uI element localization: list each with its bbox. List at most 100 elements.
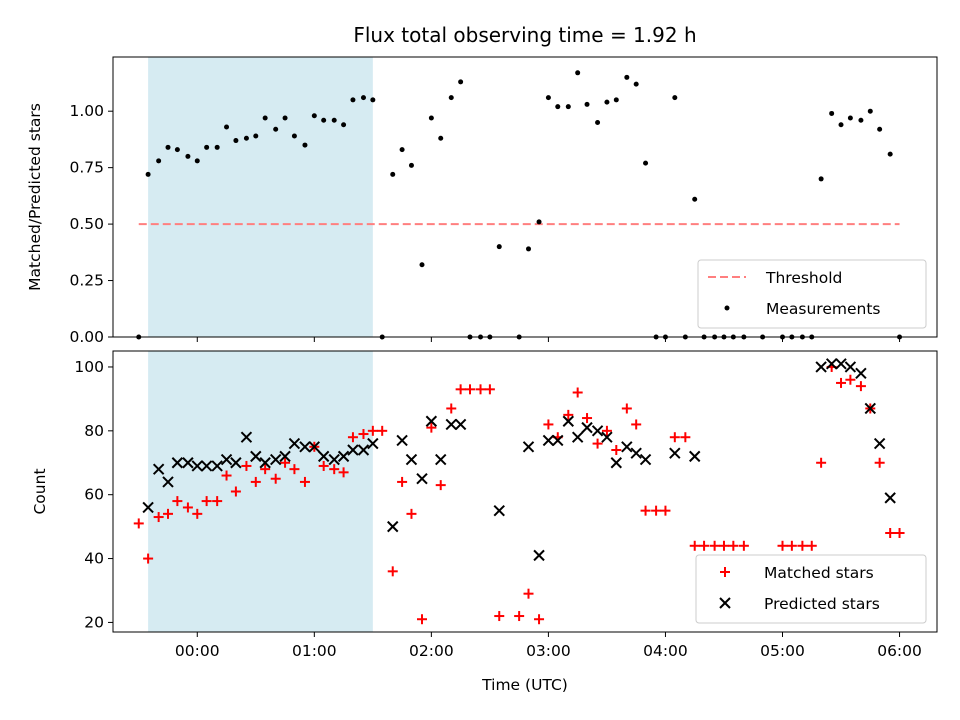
y-tick-label: 0.75 <box>69 159 104 177</box>
measurement-point <box>185 153 191 159</box>
matched-star-point <box>534 614 545 625</box>
measurement-point <box>291 133 297 139</box>
measurement-point <box>633 81 639 87</box>
ratio-panel: 0.00 0.25 0.50 0.75 1.00 Matched/Predicted s… <box>26 56 938 346</box>
matched-star-point <box>582 413 593 424</box>
y-tick-label: 0.00 <box>69 328 104 346</box>
matched-star-point <box>738 540 749 551</box>
measurements-points <box>136 70 903 340</box>
x-tick-label: 06:00 <box>877 642 922 660</box>
measurement-point <box>224 124 230 130</box>
measurement-point <box>818 176 824 182</box>
predicted-star-point <box>347 444 359 456</box>
measurement-point <box>174 147 180 153</box>
x-tick-label: 00:00 <box>175 642 220 660</box>
y-tick-label: 0.50 <box>69 215 104 233</box>
predicted-star-point <box>387 520 399 533</box>
matched-star-point <box>377 425 388 436</box>
matched-star-point <box>777 540 788 551</box>
measurement-point <box>331 117 337 123</box>
legend-threshold-label: Threshold <box>765 269 842 287</box>
matched-star-point <box>280 457 291 468</box>
predicted-star-point <box>396 434 408 447</box>
matched-star-point <box>201 496 212 507</box>
measurement-point <box>243 135 249 141</box>
predicted-star-point <box>522 441 535 453</box>
count-panel-y-ticks: 20 40 60 80 100 <box>74 358 113 631</box>
predicted-star-point <box>855 367 867 380</box>
ratio-panel-x-ticks <box>196 337 901 342</box>
matched-star-point <box>592 438 603 449</box>
predicted-star-point <box>815 361 827 373</box>
measurement-point <box>877 126 883 132</box>
measurement-point <box>273 126 279 132</box>
matched-star-point <box>855 381 866 392</box>
matched-star-point <box>143 553 154 564</box>
measurement-point <box>360 95 366 101</box>
matched-star-point <box>660 505 671 516</box>
measurement-point <box>448 95 454 101</box>
predicted-star-point <box>552 434 564 447</box>
matched-star-point <box>406 508 417 519</box>
matched-star-point <box>651 505 662 516</box>
predicted-star-point <box>825 358 838 370</box>
predicted-star-point <box>211 460 223 472</box>
matched-star-point <box>572 387 583 398</box>
measurement-point <box>526 246 532 252</box>
predicted-star-point <box>425 415 438 427</box>
predicted-star-point <box>337 450 350 463</box>
measurement-point <box>867 108 873 114</box>
matched-star-point <box>611 444 622 455</box>
predicted-star-point <box>142 501 154 514</box>
measurement-point <box>458 79 464 85</box>
matched-star-point <box>894 528 905 539</box>
legend-measurements-label: Measurements <box>766 300 881 318</box>
predicted-star-point <box>844 361 857 373</box>
measurement-point <box>390 171 396 177</box>
count-panel: 20 40 60 80 100 00:00 01:00 02:00 03:00 04:00 05:… <box>31 350 938 694</box>
matched-star-point <box>192 508 203 519</box>
measurement-point <box>399 147 405 153</box>
measurement-point <box>887 151 893 157</box>
matched-star-point <box>221 470 232 481</box>
measurement-point <box>496 244 502 250</box>
measurement-point <box>565 104 571 110</box>
predicted-stars-points <box>142 358 896 562</box>
predicted-star-point <box>162 476 174 488</box>
matched-star-point <box>329 464 340 475</box>
matched-star-point <box>455 384 466 395</box>
matched-star-point <box>806 540 817 551</box>
matched-star-point <box>172 496 183 507</box>
matched-star-point <box>680 432 691 443</box>
predicted-star-point <box>328 453 340 466</box>
measurement-point <box>536 219 542 225</box>
matched-star-point <box>640 505 651 516</box>
x-tick-label: 05:00 <box>760 642 805 660</box>
measurement-point <box>672 95 678 101</box>
matched-star-point <box>689 540 700 551</box>
matched-star-point <box>601 425 612 436</box>
matched-star-point <box>494 611 505 622</box>
matched-star-point <box>523 588 534 599</box>
ratio-panel-shaded-region <box>148 57 373 337</box>
measurement-point <box>350 97 356 103</box>
matched-star-point <box>621 403 632 414</box>
y-tick-label: 100 <box>74 358 104 376</box>
x-tick-label: 01:00 <box>292 642 337 660</box>
predicted-star-point <box>171 457 184 469</box>
measurement-point <box>370 97 376 103</box>
predicted-star-point <box>610 457 623 469</box>
measurement-point <box>311 113 317 119</box>
matched-star-point <box>874 457 885 468</box>
measurement-point <box>595 119 601 125</box>
predicted-star-point <box>191 460 203 472</box>
predicted-star-point <box>493 504 505 517</box>
predicted-star-point <box>416 473 428 485</box>
matched-star-point <box>133 518 144 529</box>
measurement-point <box>604 99 610 105</box>
matched-star-point <box>669 432 680 443</box>
matched-star-point <box>718 540 729 551</box>
measurement-point <box>408 162 414 168</box>
x-tick-label: 03:00 <box>526 642 571 660</box>
chart-title: Flux total observing time = 1.92 h <box>353 23 696 47</box>
